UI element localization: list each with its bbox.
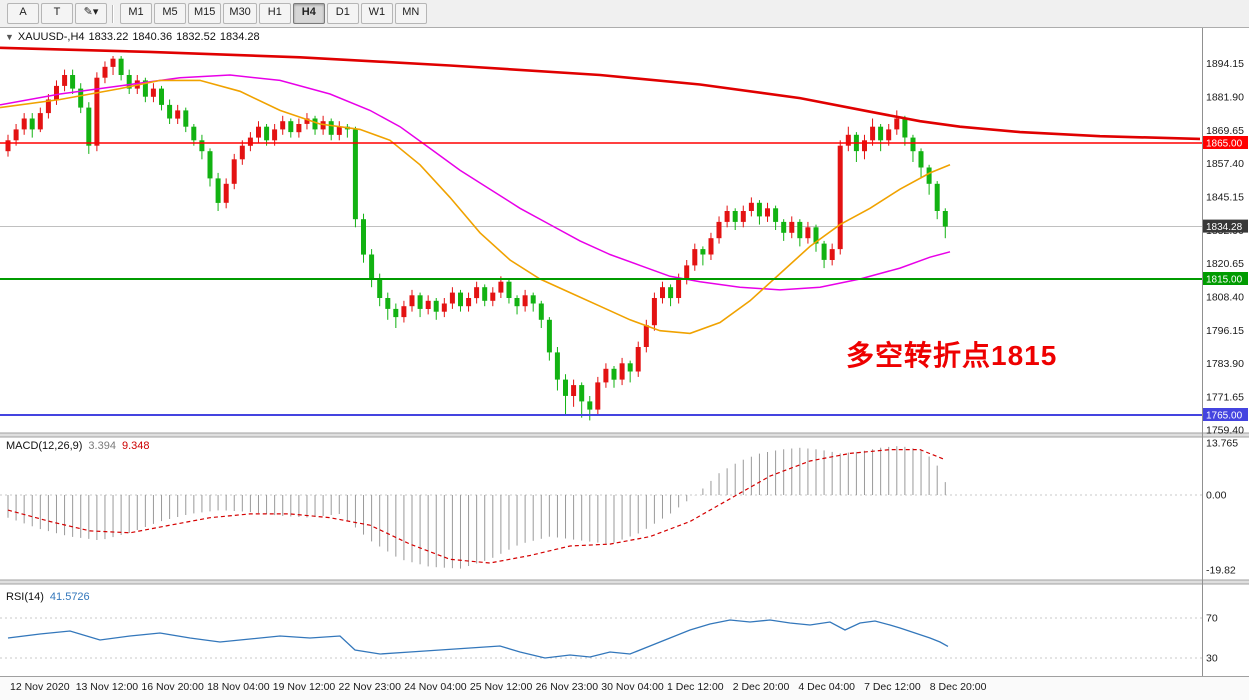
timeframe-button-m1[interactable]: M1 <box>120 3 152 24</box>
axis-label: 30 <box>1206 653 1218 665</box>
macd-signal-value: 9.348 <box>121 440 150 452</box>
toolbar-separator <box>112 4 114 23</box>
rsi-indicator-name: RSI(14) <box>6 591 44 603</box>
toolbar: A T ✎▾ M1 M5 M15 M30 H1 H4 D1 W1 MN <box>0 0 1249 28</box>
macd-pane <box>0 446 1202 569</box>
price-badge: 1834.28 <box>1203 219 1248 233</box>
annotation-text: 多空转折点1815 <box>846 340 1058 371</box>
timeframe-button-w1[interactable]: W1 <box>360 3 393 24</box>
time-label: 8 Dec 20:00 <box>930 681 987 693</box>
time-label: 7 Dec 12:00 <box>864 681 921 693</box>
timeframe-button-mn[interactable]: MN <box>394 3 427 24</box>
time-label: 22 Nov 23:00 <box>339 681 402 693</box>
timeframe-button-d1[interactable]: D1 <box>326 3 359 24</box>
timeframe-button-m15[interactable]: M15 <box>188 3 222 24</box>
svg-text:1815.00: 1815.00 <box>1206 275 1243 286</box>
axis-label: 1808.40 <box>1206 291 1244 303</box>
rsi-panel-label: RSI(14) 41.5726 <box>6 591 90 603</box>
time-label: 25 Nov 12:00 <box>470 681 533 693</box>
time-label: 4 Dec 04:00 <box>798 681 855 693</box>
time-label: 24 Nov 04:00 <box>404 681 467 693</box>
pane-chrome <box>0 28 1249 700</box>
axis-label: 70 <box>1206 613 1218 625</box>
axis-label: -19.82 <box>1206 564 1236 576</box>
axis-label: 1771.65 <box>1206 391 1244 403</box>
macd-main-value: 3.394 <box>88 440 116 452</box>
draw-tool-button[interactable]: ✎▾ <box>75 3 107 24</box>
time-label: 16 Nov 20:00 <box>141 681 204 693</box>
axis-label: 1759.40 <box>1206 425 1244 437</box>
axis-label: 1845.15 <box>1206 191 1244 203</box>
axis-label: 1881.90 <box>1206 92 1244 104</box>
rsi-pane <box>0 617 1202 659</box>
timeframe-group: M1 M5 M15 M30 H1 H4 D1 W1 MN <box>119 3 428 24</box>
svg-text:1765.00: 1765.00 <box>1206 411 1243 422</box>
macd-panel-label: MACD(12,26,9) 3.394 9.348 <box>6 440 149 452</box>
time-label: 2 Dec 20:00 <box>733 681 790 693</box>
time-axis[interactable]: 12 Nov 2020 13 Nov 12:00 16 Nov 20:00 18 No… <box>10 681 987 693</box>
chart-symbol-label: XAUUSD-,H4 <box>17 31 85 43</box>
timeframe-button-m30[interactable]: M30 <box>223 3 257 24</box>
ohlc-high: 1840.36 <box>132 31 173 43</box>
collapse-arrow-icon[interactable]: ▼ <box>5 32 14 42</box>
price-badge: 1865.00 <box>1203 136 1248 150</box>
time-label: 30 Nov 04:00 <box>601 681 664 693</box>
time-label: 12 Nov 2020 <box>10 681 70 693</box>
ohlc-open: 1833.22 <box>88 31 129 43</box>
svg-text:1834.28: 1834.28 <box>1206 222 1243 233</box>
axis-label: 1796.15 <box>1206 325 1244 337</box>
ohlc-low: 1832.52 <box>176 31 216 43</box>
cursor-tool-button[interactable]: A <box>7 3 39 24</box>
axis-label: 1857.40 <box>1206 158 1244 170</box>
text-tool-button[interactable]: T <box>41 3 73 24</box>
time-label: 26 Nov 23:00 <box>536 681 599 693</box>
ma-magenta-line <box>0 74 951 291</box>
ohlc-close: 1834.28 <box>219 31 260 43</box>
horizontal-lines <box>0 142 1202 416</box>
axis-label: 13.765 <box>1206 437 1238 449</box>
timeframe-button-m5[interactable]: M5 <box>154 3 186 24</box>
time-label: 1 Dec 12:00 <box>667 681 724 693</box>
price-axis[interactable]: 1894.151881.901869.651857.401845.151832.… <box>1203 58 1248 665</box>
axis-label: 1820.65 <box>1206 258 1244 270</box>
time-label: 19 Nov 12:00 <box>273 681 336 693</box>
timeframe-button-h1[interactable]: H1 <box>258 3 291 24</box>
macd-indicator-name: MACD(12,26,9) <box>6 440 83 452</box>
rsi-value: 41.5726 <box>49 591 90 603</box>
time-label: 13 Nov 12:00 <box>76 681 139 693</box>
axis-label: 1783.90 <box>1206 358 1244 370</box>
axis-label: 0.00 <box>1206 490 1227 502</box>
candles <box>5 56 948 421</box>
chart-header: ▼ XAUUSD-,H4 1833.22 1840.36 1832.52 1834.28 <box>5 31 264 43</box>
price-badge: 1765.00 <box>1203 408 1248 422</box>
timeframe-button-h4[interactable]: H4 <box>292 3 325 24</box>
axis-label: 1894.15 <box>1206 58 1244 70</box>
toolbar-left-group: A T ✎▾ <box>6 3 108 24</box>
axis-label: 1869.65 <box>1206 125 1244 137</box>
time-label: 18 Nov 04:00 <box>207 681 270 693</box>
svg-text:1865.00: 1865.00 <box>1206 139 1243 150</box>
ma-red-line <box>0 46 1201 141</box>
price-badge: 1815.00 <box>1203 272 1248 286</box>
